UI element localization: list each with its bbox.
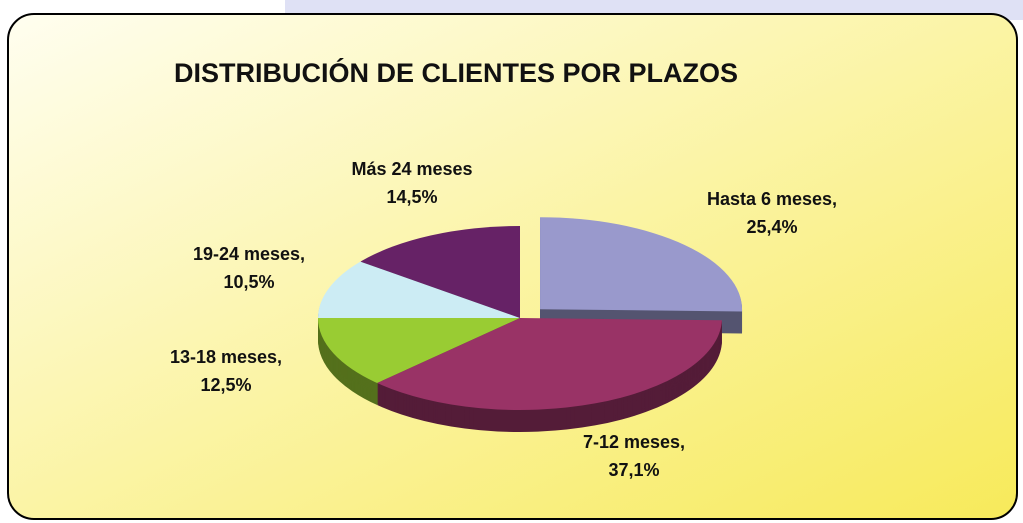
chart-title: DISTRIBUCIÓN DE CLIENTES POR PLAZOS (174, 57, 738, 88)
data-label-category: Más 24 meses (351, 159, 472, 179)
pie (318, 217, 743, 433)
data-label-category: Hasta 6 meses, (707, 189, 837, 209)
slice (540, 217, 743, 312)
slice (318, 318, 520, 384)
data-label-value: 37,1% (608, 460, 659, 480)
slice (360, 226, 520, 318)
data-label-category: 13-18 meses, (170, 347, 282, 367)
data-label-value: 12,5% (200, 375, 251, 395)
data-label-value: 25,4% (746, 217, 797, 237)
slice (377, 318, 722, 411)
data-label-value: 10,5% (223, 272, 274, 292)
data-label-category: 7-12 meses, (583, 432, 685, 452)
data-label-category: 19-24 meses, (193, 244, 305, 264)
slice (318, 261, 520, 318)
data-label-value: 14,5% (386, 187, 437, 207)
